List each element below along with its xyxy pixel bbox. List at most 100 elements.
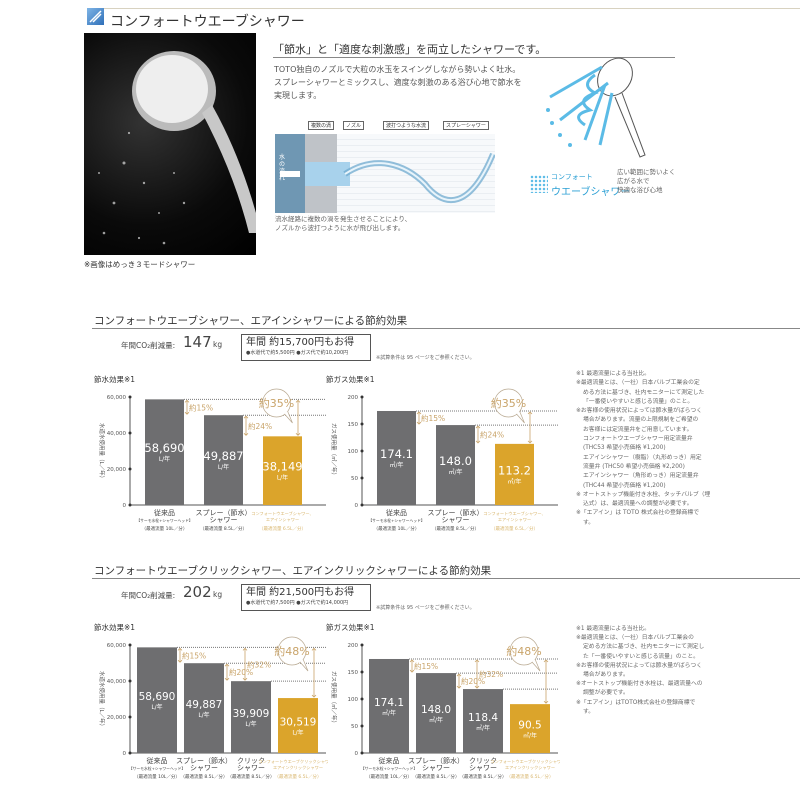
footnote-line: ※1 最適流量による当社比。 — [576, 371, 650, 377]
bar-unit-label: ㎥/年 — [389, 461, 403, 469]
bar-unit-label: L/年 — [277, 474, 288, 482]
diagram-label-spray: スプレーシャワー — [443, 121, 489, 130]
arrow-head — [243, 415, 249, 436]
category-condition: （最適流量 8.5L／分） — [412, 773, 459, 780]
brand-line2: ウエーブシャワー — [551, 187, 631, 198]
annotation-label: 約32% — [479, 669, 503, 679]
y-tick — [360, 751, 364, 755]
savings-box: 年間 約15,700円もお得 ●水道代で約5,500円 ●ガス代で約10,200円 — [241, 334, 371, 361]
y-axis-label: 水道水使用量（L／年） — [98, 671, 106, 729]
diagram-label-wave-flow: 波打つような水流 — [383, 121, 430, 130]
savings-main: 年間 約21,500円もお得 — [246, 587, 355, 598]
y-tick — [360, 395, 364, 399]
footnote-line: ※「エアイン」は TOTO 株式会社の登録商標で — [576, 510, 700, 517]
bar-value-label: 118.4 — [468, 712, 498, 724]
category-name: コンフォートウエーブシャワー、 — [251, 510, 313, 516]
y-tick-label: 0 — [355, 503, 359, 509]
chart-svg: 節ガス効果※1ガス使用量（㎥／年）200150100500174.1㎥/年従来品… — [326, 374, 558, 532]
category-sub: 【サーモ水栓+シャワーヘッド】 — [368, 518, 424, 523]
bar — [231, 681, 271, 753]
bar — [510, 704, 550, 753]
footnote-line: す。 — [583, 708, 595, 715]
y-tick — [360, 697, 364, 701]
flow-label: 水の流れ — [279, 154, 286, 182]
percent-balloon — [277, 636, 307, 666]
bar-unit-label: ㎥/年 — [507, 477, 521, 485]
annotation-label: 約48% — [506, 644, 541, 658]
category-condition: （最適流量 6.5L／分） — [259, 525, 306, 532]
arrow-head — [409, 659, 415, 673]
bar — [278, 698, 318, 753]
footnote-line: 定める方法に基づき、社内モニターにて測定し — [583, 644, 705, 651]
category-name: コンフォートウエーブクリックシャワー、 — [258, 758, 328, 765]
annotation-label: 約15% — [421, 413, 445, 423]
bar-value-label: 39,909 — [233, 708, 270, 720]
y-tick — [360, 670, 364, 674]
footnote-line: コンフォートウエーブシャワー用定流量弁 — [583, 436, 693, 443]
co2-unit: kg — [213, 340, 223, 349]
footnotes: ※1 最適流量による当社比。 ※最適流量とは、（一社）日本バルブ工業会の定める方法… — [576, 370, 710, 528]
desc-line: 広がる水で — [617, 177, 650, 185]
savings-sub: ●水道代で約7,500円 ●ガス代で約14,000円 — [246, 600, 349, 606]
bar-unit-label: L/年 — [245, 720, 256, 728]
shower-photo — [84, 33, 256, 255]
percent-balloon — [262, 388, 291, 418]
arrow-head — [311, 647, 317, 698]
annotation-label: 約24% — [480, 429, 504, 439]
bar-unit-label: L/年 — [198, 711, 209, 719]
category-sub: 【サーモ水栓+シャワーヘッド】 — [136, 518, 192, 523]
footnote-line: た「一番使いやすいと感じる流量」のこと。 — [583, 653, 699, 660]
y-tick — [128, 643, 132, 647]
chart-1: 節ガス効果※1 ガス使用量（㎥／年） 200 150 100 50 0 174.1 ㎥/年 従来品… — [320, 372, 560, 542]
co2-value: 147 — [183, 333, 212, 351]
balloon-tail — [284, 410, 293, 424]
y-tick — [360, 449, 364, 453]
annotation-label: 約20% — [461, 676, 485, 686]
bar-unit-label: ㎥/年 — [448, 468, 462, 476]
footnote-line: める方法に基づき、社内モニターにて測定した — [583, 389, 705, 396]
arrow-head — [456, 673, 462, 689]
y-tick-label: 50 — [351, 724, 358, 730]
bar — [263, 436, 302, 505]
annotation-label: 約35% — [259, 396, 294, 410]
category-name: コンフォートウエーブクリックシャワー、 — [490, 758, 560, 765]
bar-value-label: 30,519 — [280, 717, 317, 729]
bar-value-label: 113.2 — [498, 463, 531, 477]
diagram-caption: 流水経路に複数の渦を発生させることにより、 ノズルから波打つように水が飛び出しま… — [275, 215, 411, 233]
flow-diagram: 水の流れ — [275, 134, 496, 213]
bar-value-label: 49,887 — [186, 699, 223, 711]
arrow-head — [295, 399, 301, 436]
co2-value: 202 — [183, 583, 212, 601]
y-tick-label: 100 — [348, 697, 359, 703]
bar-unit-label: L/年 — [151, 703, 162, 711]
category-sub: エアインシャワー — [266, 517, 299, 523]
annotation-label: 約15% — [414, 661, 438, 671]
annotation-label: 約48% — [274, 644, 309, 658]
bar-value-label: 148.0 — [439, 454, 472, 468]
y-tick — [128, 751, 132, 755]
arrow-head — [177, 647, 183, 663]
percent-balloon — [509, 636, 539, 666]
y-tick-label: 0 — [355, 751, 359, 757]
brand-description: 広い範囲に勢いよく 広がる水で 快適な浴び心地 — [617, 168, 675, 195]
category-condition: （最適流量 10L／分） — [366, 773, 412, 780]
y-tick-label: 0 — [123, 503, 127, 509]
bar-unit-label: ㎥/年 — [382, 709, 396, 717]
y-tick — [128, 679, 132, 683]
shower-wave-icon — [87, 8, 104, 25]
arrow-head — [543, 659, 549, 704]
balloon-tail — [531, 658, 541, 672]
category-name: スプレー（節水） — [428, 508, 484, 517]
y-axis-label: 水道水使用量（L／年） — [98, 423, 106, 481]
bar — [137, 647, 177, 753]
category-condition: （最適流量 8.5L／分） — [227, 773, 274, 780]
chart-title: 節ガス効果※1 — [326, 374, 375, 384]
bar — [145, 399, 184, 505]
y-tick — [128, 395, 132, 399]
category-name: 従来品 — [154, 508, 175, 517]
chart-svg: 節ガス効果※1ガス使用量（㎥／年）200150100500174.1㎥/年従来品… — [326, 622, 570, 780]
category-sub: エアインシャワー — [498, 517, 531, 523]
bar-value-label: 49,887 — [203, 449, 243, 463]
footnote-line: エアインシャワー（樹脂）（丸形めっき）用定 — [583, 454, 702, 461]
y-tick-label: 150 — [348, 422, 359, 428]
